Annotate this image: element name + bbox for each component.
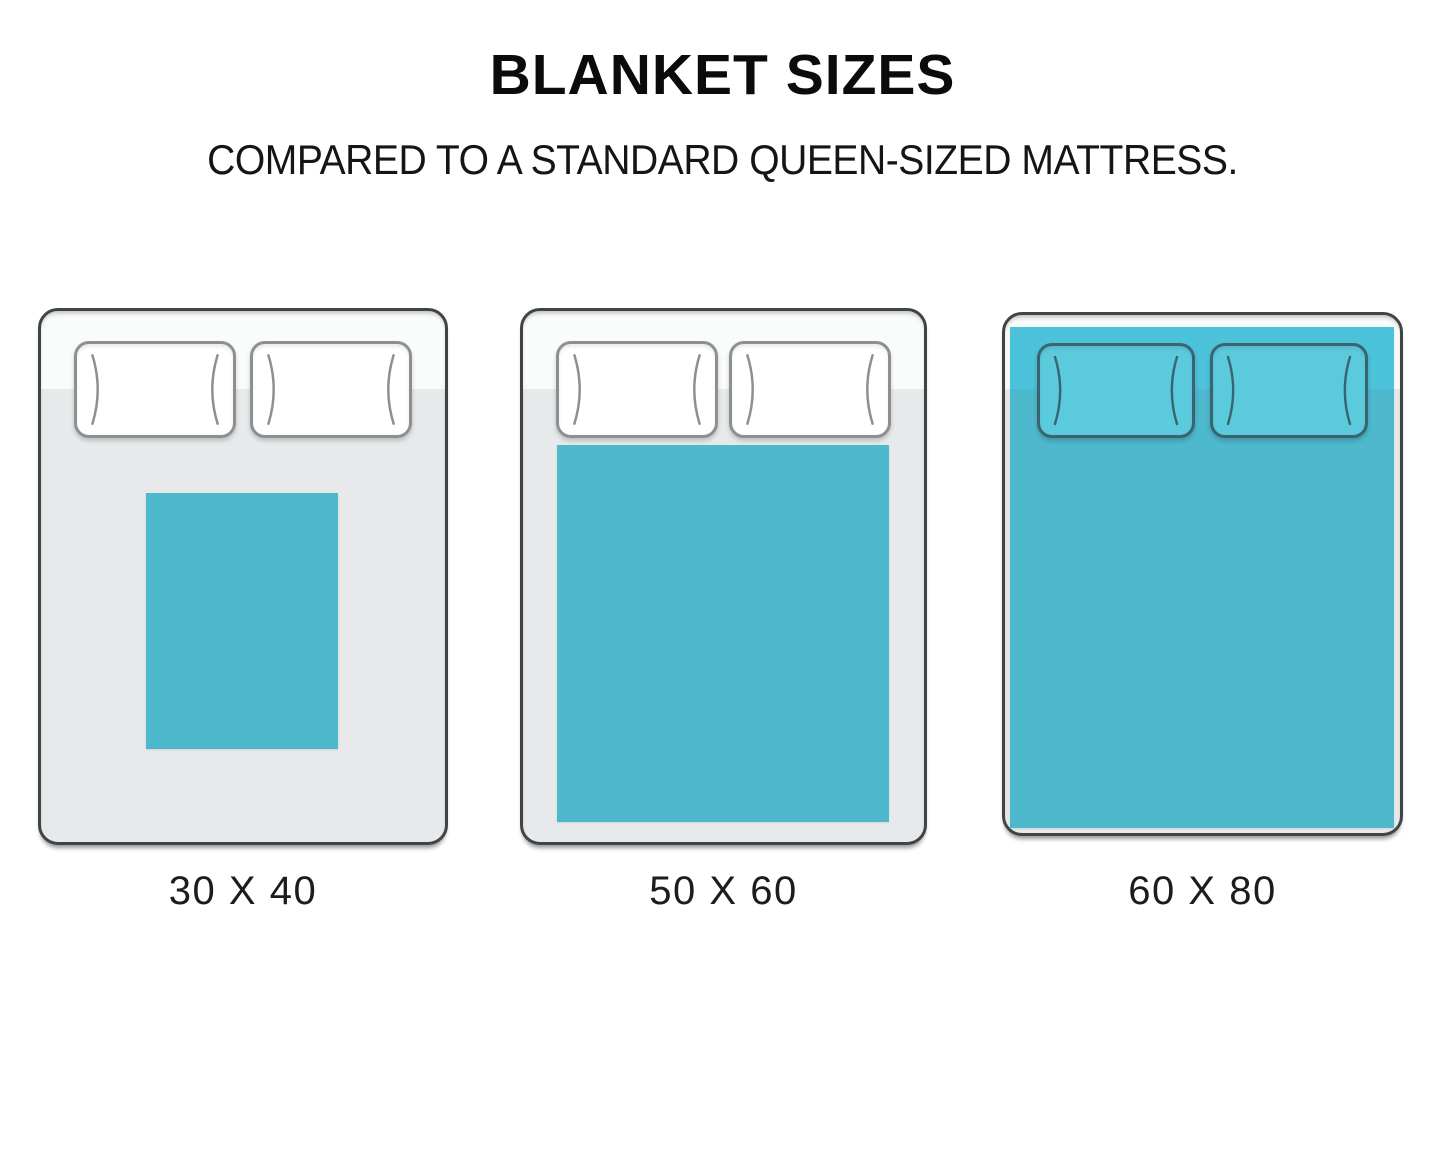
pillow-right — [250, 341, 412, 438]
blanket-30x40 — [146, 493, 338, 749]
crease-left — [91, 354, 99, 425]
queen-mattress — [38, 308, 448, 845]
crease-right — [387, 354, 395, 425]
blanket-50x60 — [557, 445, 889, 822]
sheet-fold-shade — [523, 389, 924, 842]
queen-mattress — [1002, 312, 1403, 836]
pillow-right — [729, 341, 891, 438]
pillow-left — [556, 341, 718, 438]
sheet-fold-shade — [41, 389, 445, 842]
crease-right — [211, 354, 219, 425]
crease-left — [746, 354, 754, 425]
pillow-crease-lines — [746, 354, 874, 425]
crease-right — [1343, 355, 1352, 426]
crease-right — [693, 354, 701, 425]
sheet-fold-shade — [1005, 389, 1400, 833]
pillow-left — [74, 341, 236, 438]
pillow-crease-lines — [91, 354, 219, 425]
crease-left — [1226, 355, 1235, 426]
size-label-30x40: 30 X 40 — [168, 869, 318, 913]
crease-left — [267, 354, 275, 425]
pillow-right-covered — [1210, 343, 1368, 438]
crease-right — [866, 354, 874, 425]
pillow-left-covered — [1037, 343, 1195, 438]
size-label-60x80: 60 X 80 — [1128, 869, 1277, 913]
queen-mattress — [520, 308, 927, 845]
size-label-50x60: 50 X 60 — [649, 869, 798, 913]
page-title: BLANKET SIZES — [489, 43, 956, 107]
pillow-crease-lines — [1053, 355, 1179, 426]
page-subtitle: COMPARED TO A STANDARD QUEEN-SIZED MATTR… — [207, 135, 1238, 183]
crease-right — [1170, 355, 1179, 426]
pillow-crease-lines — [1226, 355, 1352, 426]
crease-left — [1053, 355, 1062, 426]
pillow-crease-lines — [573, 354, 701, 425]
crease-left — [573, 354, 581, 425]
pillow-crease-lines — [267, 354, 395, 425]
